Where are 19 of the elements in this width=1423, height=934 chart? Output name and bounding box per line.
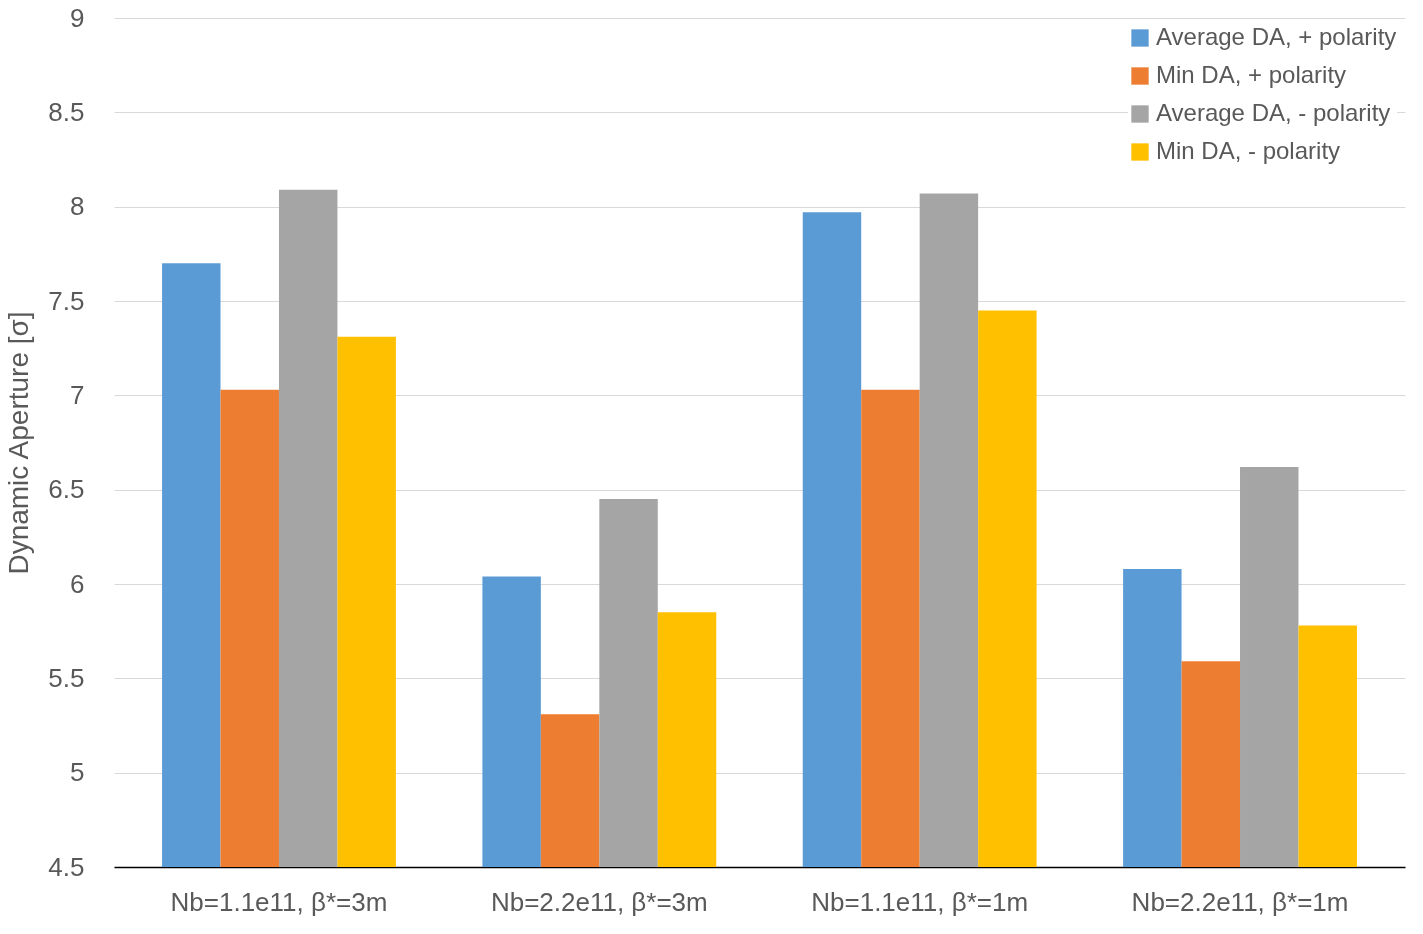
x-tick-label: Nb=2.2e11, β*=3m <box>490 886 708 917</box>
legend-label: Min DA, - polarity <box>1156 137 1341 164</box>
y-tick-label: 9 <box>70 2 85 33</box>
y-tick-label: 7 <box>70 379 85 410</box>
y-tick-label: 6 <box>70 568 85 599</box>
y-tick-label: 5.5 <box>48 662 85 693</box>
legend-label: Average DA, + polarity <box>1156 23 1397 50</box>
x-tick-label: Nb=1.1e11, β*=1m <box>811 886 1029 917</box>
y-tick-label: 6.5 <box>48 474 85 505</box>
y-axis-title: Dynamic Aperture [σ] <box>3 311 35 575</box>
legend-label: Average DA, - polarity <box>1156 99 1391 126</box>
y-tick-label: 5 <box>70 757 85 788</box>
y-tick-label: 7.5 <box>48 285 85 316</box>
y-tick-label: 8.5 <box>48 96 85 127</box>
x-tick-label: Nb=2.2e11, β*=1m <box>1131 886 1349 917</box>
y-tick-label: 8 <box>70 191 85 222</box>
x-tick-label: Nb=1.1e11, β*=3m <box>170 886 388 917</box>
y-tick-label: 4.5 <box>48 851 85 882</box>
legend-label: Min DA, + polarity <box>1156 61 1347 88</box>
